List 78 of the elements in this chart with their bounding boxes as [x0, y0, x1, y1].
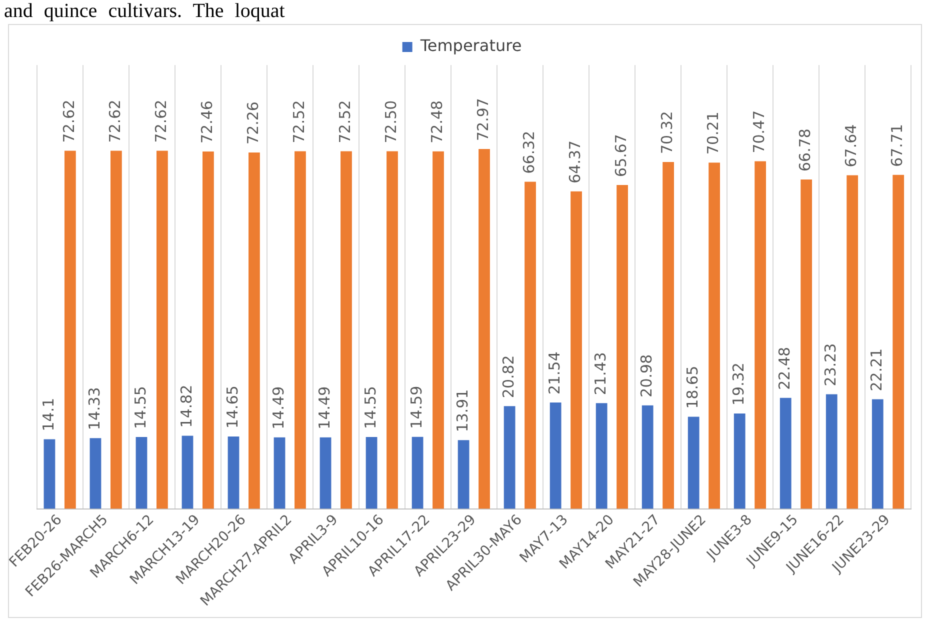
- data-label: 14.49: [315, 386, 334, 430]
- bar: [432, 151, 444, 509]
- bar: [688, 416, 700, 509]
- data-label: 22.21: [868, 348, 886, 392]
- bar: [386, 151, 398, 509]
- data-label: 18.65: [683, 366, 702, 409]
- data-label: 72.97: [474, 98, 492, 141]
- data-label: 22.48: [776, 346, 794, 390]
- data-label: 72.50: [382, 100, 400, 144]
- bar: [826, 394, 838, 509]
- bar: [550, 402, 562, 509]
- data-label: 72.48: [428, 100, 446, 144]
- data-label: 14.1: [39, 398, 58, 432]
- data-label: 72.62: [60, 100, 78, 143]
- bar: [662, 162, 674, 509]
- bar: [504, 406, 516, 509]
- bar: [708, 162, 720, 509]
- bar: [642, 405, 654, 509]
- data-label: 70.47: [750, 110, 768, 154]
- bar: [872, 399, 884, 509]
- bar: [64, 150, 76, 509]
- data-label: 14.82: [177, 384, 196, 428]
- data-label: 72.52: [336, 100, 354, 144]
- bar: [228, 436, 240, 509]
- bar: [294, 151, 306, 509]
- bar: [570, 191, 582, 509]
- bar: [182, 436, 194, 509]
- data-label: 14.49: [269, 386, 288, 430]
- legend-label: Temperature: [419, 36, 522, 56]
- data-label: 72.52: [290, 100, 308, 144]
- data-label: 67.64: [842, 124, 860, 168]
- bar: [366, 437, 378, 509]
- data-label: 19.32: [730, 362, 748, 406]
- data-label: 72.46: [198, 100, 216, 144]
- data-label: 20.98: [637, 354, 656, 398]
- bar: [320, 437, 332, 509]
- bar: [524, 182, 536, 509]
- data-label: 13.91: [453, 389, 472, 432]
- data-label: 14.55: [361, 386, 380, 430]
- data-label: 70.32: [658, 111, 676, 154]
- bar: [156, 150, 168, 509]
- bar: [90, 438, 102, 509]
- bar: [44, 439, 56, 509]
- data-label: 70.21: [704, 112, 722, 155]
- bar: [136, 437, 148, 509]
- bar: [274, 437, 286, 509]
- data-label: 14.33: [85, 387, 104, 430]
- bar: [412, 436, 424, 509]
- data-label: 65.67: [612, 134, 630, 177]
- bar: [734, 414, 746, 509]
- data-label: 67.71: [888, 124, 906, 167]
- bar: [846, 175, 858, 509]
- bar: [478, 148, 490, 509]
- text: and quince cultivars. The loquat: [4, 0, 285, 23]
- data-label: 72.62: [106, 100, 124, 143]
- data-label: 20.82: [499, 355, 518, 398]
- bar: [892, 174, 904, 509]
- data-label: 14.59: [407, 386, 426, 429]
- bar: [596, 403, 608, 509]
- data-label: 64.37: [566, 140, 584, 184]
- bar: [340, 151, 352, 509]
- data-label: 14.55: [131, 386, 150, 430]
- bar: [110, 150, 122, 509]
- bar: [616, 184, 628, 509]
- data-label: 21.54: [545, 352, 564, 395]
- data-label: 21.43: [591, 352, 610, 396]
- data-label: 72.26: [244, 102, 262, 144]
- data-label: 23.23: [822, 343, 840, 386]
- bar: [780, 398, 792, 509]
- bar: [458, 440, 470, 509]
- data-label: 14.65: [223, 386, 242, 429]
- bar: [202, 151, 214, 509]
- data-label: 66.78: [796, 128, 814, 172]
- data-label: 72.62: [152, 100, 170, 143]
- data-label: 66.32: [520, 130, 538, 174]
- bar: [248, 152, 260, 509]
- bar: [800, 179, 812, 509]
- bar: [754, 161, 766, 509]
